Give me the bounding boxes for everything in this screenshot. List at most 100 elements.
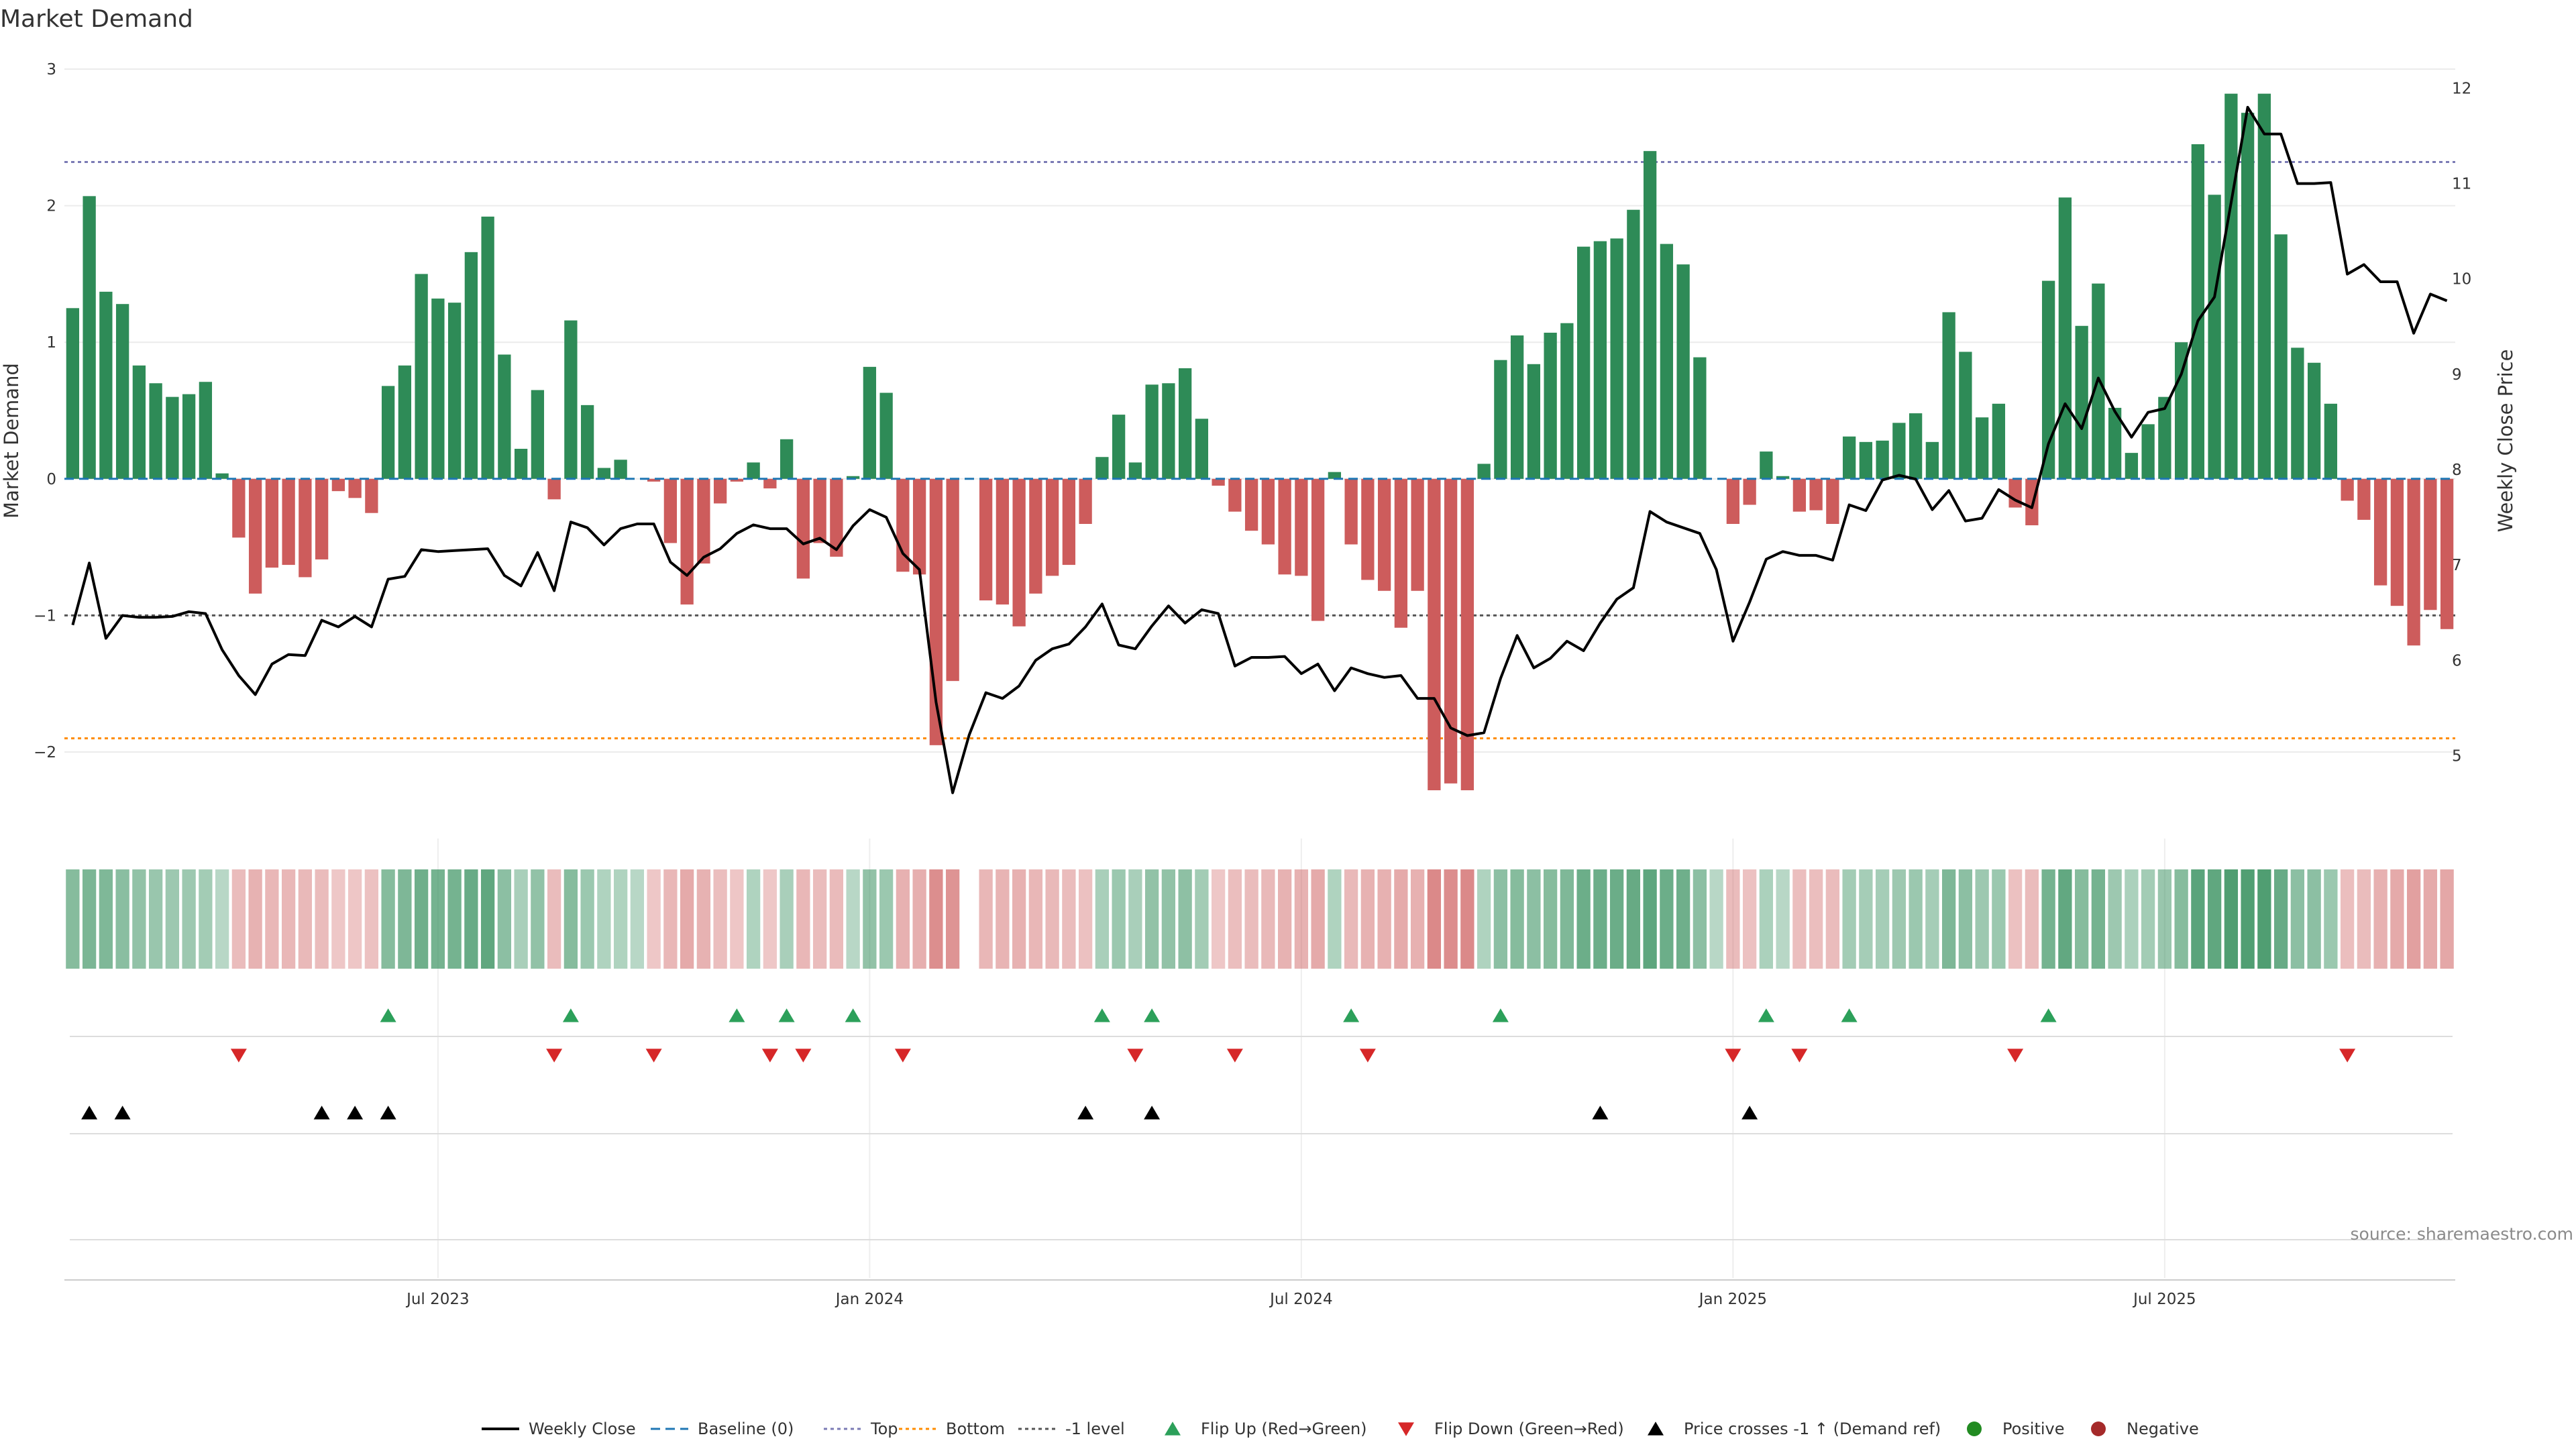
demand-bar	[1145, 384, 1159, 479]
demand-bar	[680, 478, 694, 605]
heat-strip-cell	[1028, 869, 1043, 969]
heat-strip-cell	[315, 869, 329, 969]
flip-down-marker	[1725, 1049, 1741, 1063]
flip-down-marker	[645, 1049, 662, 1063]
demand-bar	[1162, 383, 1175, 479]
y-right-tick-label: 7	[2452, 557, 2462, 574]
flip-up-marker	[1841, 1008, 1858, 1022]
price-cross-marker	[1592, 1106, 1609, 1120]
heat-strip-cell	[281, 869, 296, 969]
heat-strip-cell	[1792, 869, 1807, 969]
demand-bar	[564, 320, 578, 479]
demand-bar	[979, 478, 993, 601]
heat-strip-cell	[1875, 869, 1890, 969]
demand-bar	[2208, 195, 2221, 479]
heat-strip-cell	[199, 869, 213, 969]
price-cross-marker	[1144, 1106, 1161, 1120]
flip-up-marker	[562, 1008, 579, 1022]
source-note: source: sharemaestro.com	[2351, 1224, 2574, 1244]
grid-lines	[64, 68, 2455, 1278]
demand-bar	[1428, 478, 1441, 791]
heat-strip-cell	[2423, 869, 2438, 969]
price-cross-marker	[313, 1106, 330, 1120]
demand-bar	[2274, 234, 2288, 479]
chart-title: Market Demand	[0, 5, 193, 33]
demand-bar	[265, 478, 279, 568]
legend-label: Flip Down (Green→Red)	[1434, 1419, 1624, 1438]
demand-bar	[1576, 246, 1591, 479]
demand-bar	[514, 449, 528, 479]
heat-strip-cell	[912, 869, 926, 969]
demand-bar	[1045, 478, 1059, 576]
demand-bar	[1128, 462, 1142, 479]
heat-strip-cell	[713, 869, 727, 969]
demand-bar	[780, 439, 794, 479]
demand-bar	[1660, 244, 1674, 479]
demand-bar	[1959, 352, 1972, 479]
x-tick-label: Jul 2024	[1269, 1291, 1333, 1308]
demand-bar	[1610, 238, 1623, 479]
demand-bar	[99, 291, 113, 479]
heat-strip-cell	[1112, 869, 1126, 969]
price-cross-marker	[380, 1106, 396, 1120]
legend: Weekly Close Baseline (0) Top Bottom -1 leve…	[482, 1419, 2199, 1438]
price-cross-marker	[1741, 1106, 1758, 1120]
heat-strip-cell	[1095, 869, 1110, 969]
heat-strip-cell	[1277, 869, 1292, 969]
demand-bar	[713, 478, 727, 504]
demand-bars	[64, 93, 2455, 791]
price-series	[71, 105, 2448, 794]
demand-bar	[1544, 332, 1557, 479]
heat-strip-cell	[1012, 869, 1026, 969]
heat-strip-cell	[647, 869, 661, 969]
heat-strip-cell	[1660, 869, 1674, 969]
demand-bar	[614, 460, 627, 479]
heat-strip-cell	[364, 869, 379, 969]
demand-bar	[481, 216, 494, 479]
flip-up-marker	[778, 1008, 795, 1022]
y-axis-right-label: Weekly Close Price	[2494, 350, 2517, 533]
heat-strip-cell	[1975, 869, 1989, 969]
heat-strip-cell	[115, 869, 129, 969]
flip-up-marker	[1343, 1008, 1360, 1022]
demand-bar	[1693, 357, 1707, 479]
heat-strip-cell	[1726, 869, 1740, 969]
heat-strip-cell	[1709, 869, 1723, 969]
heat-strip-cell	[2108, 869, 2122, 969]
flip-down-marker	[230, 1049, 247, 1063]
y-right-tick-label: 10	[2452, 271, 2471, 288]
demand-bar	[1311, 478, 1325, 621]
demand-bar	[1278, 478, 1291, 575]
y-right-tick-label: 5	[2452, 747, 2462, 765]
heat-strip-cell	[1941, 869, 1956, 969]
heat-strip-cell	[979, 869, 993, 969]
demand-bar	[2174, 342, 2188, 479]
demand-bar	[1859, 441, 1873, 479]
legend-item-neg: Negative	[2091, 1419, 2199, 1438]
demand-bar	[1195, 419, 1209, 479]
demand-bar	[199, 382, 213, 479]
demand-bar	[531, 390, 545, 479]
demand-bar	[1560, 323, 1574, 479]
y-left-tick-label: −2	[34, 744, 56, 761]
demand-bar	[763, 478, 777, 489]
legend-item-down: Flip Down (Green→Red)	[1398, 1419, 1624, 1438]
demand-bar	[215, 473, 229, 479]
heat-strip-cell	[1693, 869, 1707, 969]
heat-strip-cell	[1460, 869, 1474, 969]
heat-strip-cell	[148, 869, 163, 969]
flip-up-marker	[1144, 1008, 1161, 1022]
demand-bar	[1361, 478, 1375, 580]
demand-bar	[1842, 436, 1856, 479]
demand-bar	[2407, 478, 2420, 646]
reference-lines	[64, 160, 2455, 740]
demand-bar	[1510, 335, 1524, 479]
heat-strip-cell	[763, 869, 777, 969]
legend-swatch-negative	[2091, 1421, 2106, 1436]
heat-strip-cell	[298, 869, 313, 969]
heat-strip-cell	[1228, 869, 1242, 969]
heat-strip-cell	[1859, 869, 1873, 969]
legend-item-dotp: Top	[824, 1419, 898, 1438]
